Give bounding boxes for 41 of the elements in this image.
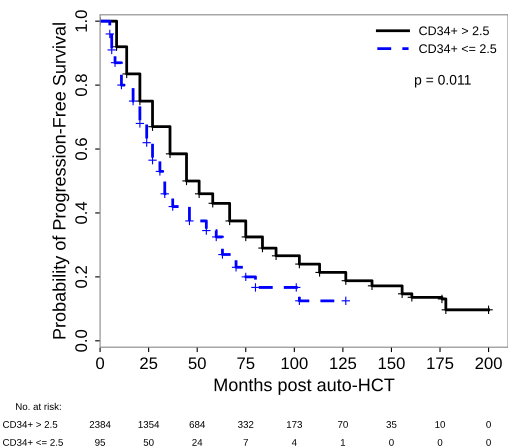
- x-tick-label: 0: [96, 357, 104, 370]
- x-tick-label: 100: [282, 357, 308, 370]
- text: 332: [238, 421, 254, 428]
- y-tick-label: 0.6: [75, 138, 88, 160]
- annotation: p = 0.011: [414, 74, 471, 88]
- text: No. at risk:: [16, 402, 61, 410]
- y-axis-title: Probability of Progression-Free Survival: [52, 23, 70, 339]
- x-tick-label: 150: [378, 357, 405, 370]
- y-tick-label: 0.4: [75, 202, 88, 224]
- legend-label: CD34+ <= 2.5: [419, 44, 496, 54]
- x-tick-label: 125: [330, 357, 356, 370]
- x-tick-label: 25: [140, 357, 158, 370]
- y-tick-label: 0.0: [75, 330, 88, 352]
- x-tick-label: 175: [427, 358, 454, 370]
- text: 0: [486, 421, 491, 428]
- y-tick-label: 0.8: [75, 74, 88, 96]
- x-tick-label: 75: [237, 358, 254, 370]
- text: 173: [286, 421, 302, 428]
- text: 70: [338, 421, 348, 428]
- text: 24: [192, 438, 202, 446]
- text: 4: [292, 439, 297, 446]
- text: 35: [386, 421, 396, 428]
- text: CD34+ > 2.5: [3, 421, 58, 428]
- x-tick-label: 200: [476, 357, 502, 370]
- text: 2384: [90, 421, 111, 428]
- text: 1354: [138, 421, 160, 428]
- text: 684: [190, 421, 206, 428]
- text: 95: [95, 438, 106, 446]
- text: 10: [435, 421, 446, 428]
- text: 0: [389, 438, 394, 446]
- legend-label: CD34+ > 2.5: [419, 26, 489, 36]
- text: 7: [244, 439, 248, 446]
- text: 50: [144, 438, 154, 446]
- text: 0: [486, 438, 491, 446]
- text: CD34+ <= 2.5: [3, 438, 63, 446]
- text: 0: [438, 438, 442, 446]
- y-tick-label: 0.2: [75, 266, 88, 288]
- x-tick-label: 50: [188, 357, 206, 370]
- x-axis-title: Months post auto-HCT: [214, 378, 394, 395]
- text: 1: [340, 439, 346, 446]
- y-tick-label: 1.0: [75, 10, 88, 32]
